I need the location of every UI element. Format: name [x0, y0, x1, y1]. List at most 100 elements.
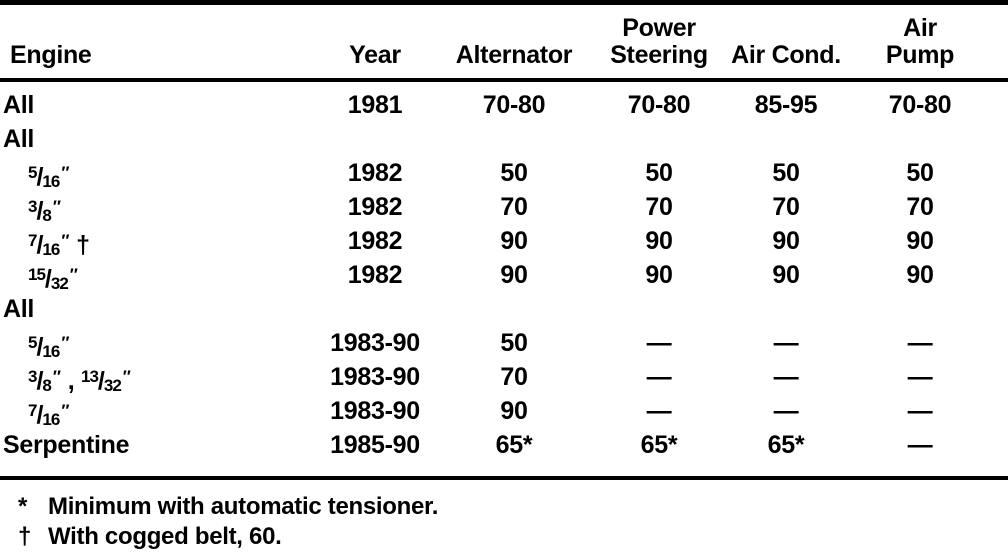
asterisk-footnote-marker: *	[18, 493, 28, 520]
column-header-year: Year	[320, 42, 430, 78]
power-steering-cell: 65*	[640, 431, 678, 459]
column-header-line: Air Cond.	[731, 41, 841, 69]
inch-mark: ″	[61, 333, 70, 352]
alternator-cell: 50	[500, 329, 528, 357]
alternator-cell: 65*	[495, 431, 533, 459]
column-header-engine: Engine	[0, 42, 320, 78]
air-cond-cell: 90	[772, 227, 800, 255]
header-rule	[0, 78, 1008, 82]
table-row: 7/16 ″ † 1982 90 90 90 90	[0, 224, 1008, 259]
fraction: 7/16	[28, 401, 60, 429]
fraction: 15/32	[28, 265, 69, 293]
table-row: All 1981 70-80 70-80 85-95 70-80	[0, 88, 1008, 122]
year-cell: 1983-90	[330, 363, 420, 391]
power-steering-cell: 50	[645, 159, 673, 187]
footnote-asterisk: * Minimum with automatic tensioner.	[18, 492, 1008, 522]
table-body: All 1981 70-80 70-80 85-95 70-80 All 5/16 ″ 1982 5…	[0, 82, 1008, 462]
engine-cell: 7/16 ″ †	[28, 231, 90, 259]
fraction: 3/8	[28, 367, 52, 395]
air-pump-cell: —	[907, 431, 933, 459]
fraction: 13/32	[80, 367, 122, 395]
table-header-row: Engine Year Alternator Power Steering Air Con…	[0, 5, 1008, 78]
air-cond-cell: 50	[772, 159, 800, 187]
alternator-cell: 70-80	[482, 91, 546, 119]
engine-cell: 3/8 ″	[0, 190, 320, 233]
inch-mark: ″	[61, 231, 70, 250]
power-steering-cell: —	[646, 363, 672, 391]
fraction: 3/8	[28, 197, 52, 225]
year-cell: 1982	[347, 261, 403, 289]
alternator-cell: 70	[500, 363, 528, 391]
inch-mark: ″	[122, 367, 131, 386]
alternator-cell: 70	[500, 193, 528, 221]
year-cell: 1982	[347, 193, 403, 221]
power-steering-cell: —	[646, 329, 672, 357]
year-cell: 1982	[347, 159, 403, 187]
power-steering-cell	[598, 122, 720, 156]
inch-mark: ″	[61, 163, 70, 182]
column-header-line: Year	[349, 41, 401, 69]
alternator-cell	[430, 292, 598, 326]
bottom-rule	[0, 476, 1008, 480]
footnote-text: With cogged belt, 60.	[48, 523, 282, 550]
air-cond-cell	[720, 292, 852, 326]
alternator-cell: 90	[500, 227, 528, 255]
air-pump-cell: 70	[906, 193, 934, 221]
power-steering-cell: 90	[645, 261, 673, 289]
column-header-air-cond: Air Cond.	[720, 42, 852, 78]
inch-mark: ″	[52, 367, 62, 386]
air-pump-cell	[852, 122, 988, 156]
year-cell	[320, 122, 430, 156]
engine-cell: All	[3, 295, 35, 323]
air-cond-cell: —	[773, 329, 799, 357]
power-steering-cell: 70-80	[627, 91, 691, 119]
engine-cell: All	[3, 125, 35, 153]
column-header-alternator: Alternator	[430, 42, 598, 78]
column-header-power-steering: Power Steering	[598, 15, 720, 78]
fraction: 5/16	[28, 163, 60, 191]
table-row: All	[0, 122, 1008, 156]
column-header-air-pump: Air Pump	[852, 15, 988, 78]
air-pump-cell	[852, 292, 988, 326]
table-row: 3/8 ″ 1982 70 70 70 70	[0, 190, 1008, 225]
column-header-line: Engine	[10, 41, 92, 69]
column-header-line: Alternator	[455, 41, 573, 69]
table-row: 15/32 ″ 1982 90 90 90 90	[0, 258, 1008, 293]
year-cell: 1983-90	[330, 397, 420, 425]
footnote-dagger: † With cogged belt, 60.	[18, 522, 1008, 552]
footnotes: * Minimum with automatic tensioner. † Wi…	[0, 480, 1008, 552]
air-pump-cell: 90	[906, 227, 934, 255]
air-pump-cell: 70-80	[888, 91, 952, 119]
year-cell	[320, 292, 430, 326]
table-row: 5/16 ″ 1982 50 50 50 50	[0, 156, 1008, 191]
air-cond-cell: 65*	[767, 431, 805, 459]
power-steering-cell: 90	[645, 227, 673, 255]
inch-mark: ″	[52, 197, 62, 216]
alternator-cell	[430, 122, 598, 156]
column-header-line: Power	[622, 14, 696, 42]
air-pump-cell: —	[907, 363, 933, 391]
air-cond-cell: 85-95	[754, 91, 818, 119]
dagger-footnote-marker: †	[18, 523, 32, 550]
air-cond-cell: 90	[772, 261, 800, 289]
fraction: 5/16	[28, 333, 60, 361]
air-pump-cell: —	[907, 329, 933, 357]
table-row: All	[0, 292, 1008, 326]
engine-cell: 5/16 ″	[0, 156, 320, 199]
alternator-cell: 50	[500, 159, 528, 187]
power-steering-cell: —	[646, 397, 672, 425]
table-row: Serpentine 1985-90 65* 65* 65* —	[0, 428, 1008, 462]
footnote-text: Minimum with automatic tensioner.	[48, 493, 439, 520]
air-cond-cell: —	[773, 397, 799, 425]
year-cell: 1982	[347, 227, 403, 255]
engine-cell: 7/16 ″	[0, 394, 320, 437]
air-cond-cell: —	[773, 363, 799, 391]
column-header-line: Steering	[610, 41, 708, 69]
table-row: 3/8 ″ , 13/32 ″ 1983-90 70 — — —	[0, 360, 1008, 395]
engine-cell: 15/32 ″	[0, 258, 320, 301]
inch-mark: ″	[69, 265, 78, 284]
column-header-line: Air	[903, 14, 937, 42]
year-cell: 1985-90	[330, 431, 420, 459]
inch-mark: ″	[61, 401, 70, 420]
